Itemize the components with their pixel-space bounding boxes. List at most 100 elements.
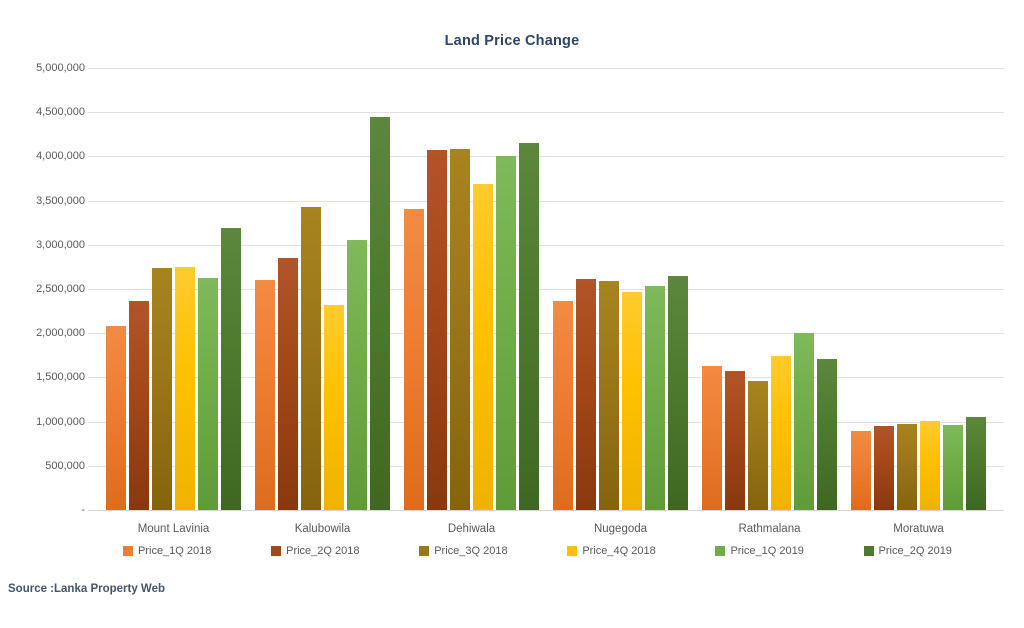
bar <box>874 426 894 510</box>
legend-item: Price_1Q 2018 <box>123 545 211 557</box>
bar-row <box>255 68 390 510</box>
legend-label: Price_4Q 2018 <box>582 545 656 557</box>
bar <box>496 156 516 510</box>
category-group: Dehiwala <box>404 68 539 548</box>
legend-swatch <box>567 546 578 556</box>
y-axis-label: 5,000,000 <box>36 62 85 74</box>
bar <box>748 380 768 510</box>
plot-area <box>88 68 1004 511</box>
bar <box>851 431 871 510</box>
bar <box>175 266 195 510</box>
bar <box>129 300 149 510</box>
chart-title: Land Price Change <box>444 33 580 49</box>
category-label: Mount Lavinia <box>137 523 210 535</box>
category-group: Kalubowila <box>255 68 390 548</box>
legend-label: Price_1Q 2019 <box>730 545 804 557</box>
bar <box>966 417 986 510</box>
legend-label: Price_2Q 2019 <box>878 545 952 557</box>
source-note: Source :Lanka Property Web <box>8 583 165 595</box>
legend-label: Price_3Q 2018 <box>434 545 508 557</box>
bar-row <box>851 68 986 510</box>
gridline <box>88 289 1004 290</box>
legend-swatch <box>863 546 874 556</box>
y-axis-label: 4,500,000 <box>36 106 85 119</box>
bar <box>278 258 298 510</box>
bar <box>198 277 218 510</box>
y-axis-label: 4,000,000 <box>36 150 85 163</box>
bar <box>255 280 275 510</box>
category-label: Kalubowila <box>294 523 351 535</box>
legend-item: Price_2Q 2019 <box>863 545 952 557</box>
bar <box>702 365 722 510</box>
bar <box>771 356 791 510</box>
gridline <box>88 333 1004 335</box>
legend-swatch <box>419 546 430 556</box>
bar <box>221 228 241 510</box>
bar <box>473 183 493 510</box>
bar-row <box>404 68 539 510</box>
legend-swatch <box>715 546 726 556</box>
bar <box>920 420 940 510</box>
y-axis-labels: 5,000,000 4,500,000 4,000,000 3,500,000 3,00… <box>0 62 85 516</box>
bar <box>450 149 470 510</box>
y-axis-label: 3,000,000 <box>36 238 85 251</box>
bar <box>622 291 642 510</box>
bar <box>519 143 539 510</box>
bar <box>347 239 367 510</box>
category-label: Rathmalana <box>738 523 801 535</box>
bar <box>794 333 814 510</box>
legend-swatch <box>123 546 133 556</box>
legend-item: Price_1Q 2019 <box>715 545 804 557</box>
legend-label: Price_2Q 2018 <box>286 545 360 557</box>
bar <box>553 300 573 510</box>
category-group: Rathmalana <box>702 68 837 548</box>
bar-groups: Mount Lavinia Kalubowila Dehiwala Nugegoda R… <box>92 68 1000 548</box>
bar <box>427 150 447 510</box>
y-axis-label: 2,000,000 <box>36 327 85 340</box>
y-axis-label: 1,000,000 <box>36 415 85 428</box>
category-label: Moratuwa <box>893 523 944 535</box>
bar <box>645 286 665 510</box>
bar <box>897 424 917 510</box>
bar-row <box>702 68 837 510</box>
category-group: Mount Lavinia <box>106 68 241 548</box>
legend-item: Price_4Q 2018 <box>567 545 656 557</box>
bar <box>370 116 390 510</box>
legend-item: Price_2Q 2018 <box>271 545 360 557</box>
category-group: Nugegoda <box>553 68 688 548</box>
category-label: Nugegoda <box>593 523 648 535</box>
legend-swatch <box>271 546 282 556</box>
gridline <box>88 377 1004 379</box>
bar <box>725 371 745 510</box>
y-axis-label: 1,500,000 <box>36 371 85 384</box>
bar <box>106 326 126 510</box>
y-axis-label: 3,500,000 <box>36 194 85 207</box>
bar <box>301 206 321 510</box>
gridline <box>88 156 1004 158</box>
x-axis-line <box>88 510 1004 511</box>
bar <box>943 425 963 510</box>
gridline <box>88 244 1004 246</box>
bar <box>817 358 837 510</box>
gridline <box>88 421 1004 423</box>
bar-row <box>106 68 241 510</box>
bar-row <box>553 68 688 510</box>
legend-label: Price_1Q 2018 <box>138 545 212 557</box>
category-label: Dehiwala <box>447 523 496 535</box>
y-axis-label: 2,500,000 <box>36 283 85 295</box>
y-axis-label: - <box>81 504 85 516</box>
legend-item: Price_3Q 2018 <box>419 545 508 557</box>
category-group: Moratuwa <box>851 68 986 548</box>
gridline <box>88 200 1004 202</box>
bar <box>668 275 688 510</box>
gridline <box>88 465 1004 467</box>
bar <box>324 304 344 510</box>
bar <box>599 281 619 510</box>
gridline <box>88 68 1004 69</box>
gridline <box>88 112 1004 114</box>
y-axis-label: 500,000 <box>45 459 85 472</box>
bar <box>152 267 172 510</box>
bar <box>404 209 424 510</box>
legend: Price_1Q 2018 Price_2Q 2018 Price_3Q 2018 P… <box>123 545 952 557</box>
